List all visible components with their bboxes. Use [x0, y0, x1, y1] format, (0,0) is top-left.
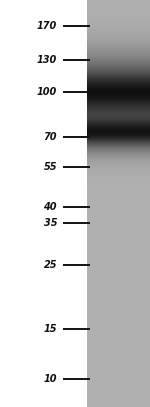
Text: 100: 100	[37, 88, 57, 97]
Text: 35: 35	[44, 218, 57, 228]
Text: 55: 55	[44, 162, 57, 172]
Text: 130: 130	[37, 55, 57, 65]
Text: 40: 40	[44, 201, 57, 212]
Text: 15: 15	[44, 324, 57, 334]
Text: 170: 170	[37, 21, 57, 31]
Text: 25: 25	[44, 260, 57, 270]
Text: 70: 70	[44, 132, 57, 142]
Text: 10: 10	[44, 374, 57, 384]
